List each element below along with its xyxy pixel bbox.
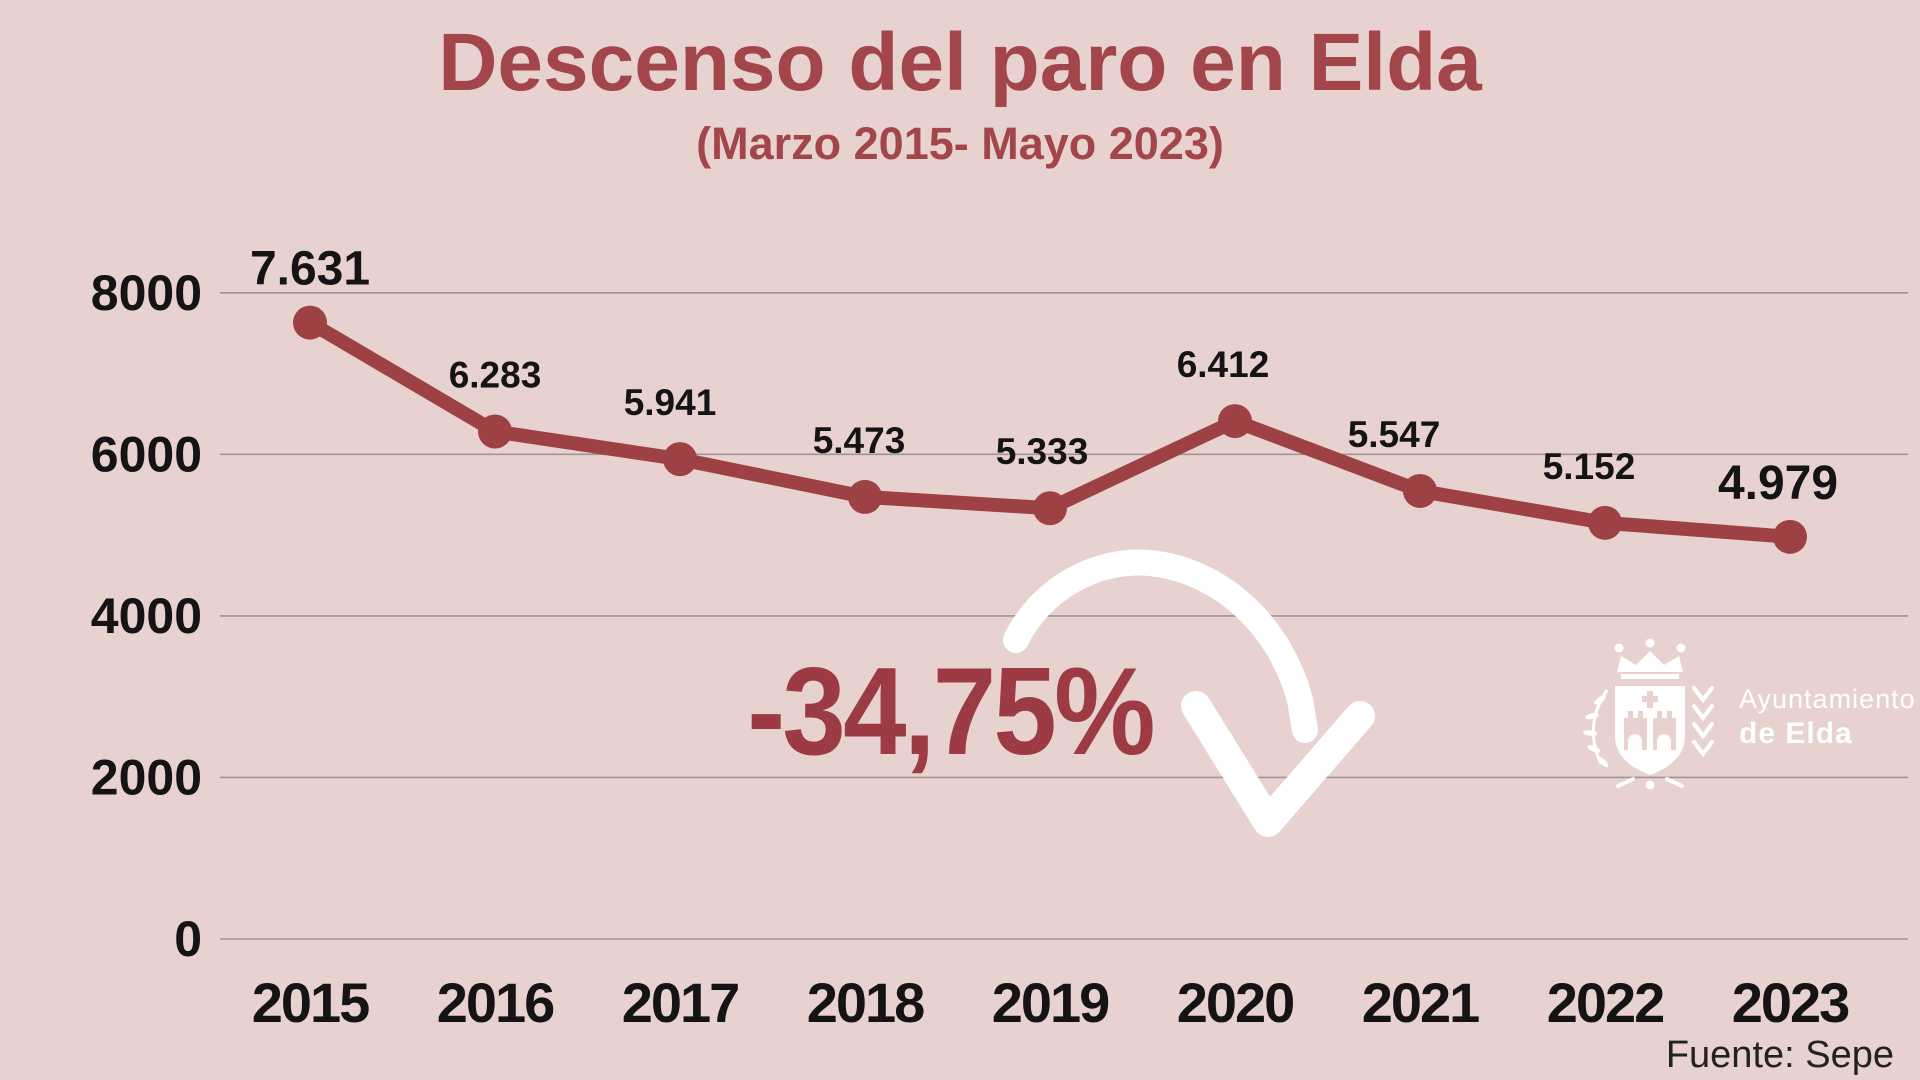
source-caption: Fuente: Sepe <box>1665 1034 1894 1076</box>
chart-subtitle: (Marzo 2015- Mayo 2023) <box>696 118 1224 170</box>
y-axis-tick-label: 2000 <box>91 749 202 805</box>
data-point-label: 5.152 <box>1543 446 1636 487</box>
data-point <box>1218 404 1252 439</box>
data-point-label: 6.412 <box>1177 344 1270 385</box>
x-axis-tick-label: 2018 <box>807 971 924 1034</box>
data-point <box>1403 473 1437 508</box>
y-axis-tick-label: 4000 <box>91 588 202 644</box>
x-axis-tick-label: 2022 <box>1547 971 1664 1034</box>
y-axis-tick-label: 8000 <box>91 265 202 321</box>
y-axis-tick-label: 0 <box>174 911 202 967</box>
x-axis-tick-label: 2023 <box>1732 971 1849 1034</box>
x-axis-tick-label: 2021 <box>1362 971 1479 1034</box>
x-axis-tick-label: 2015 <box>252 971 369 1034</box>
data-point <box>848 479 882 514</box>
x-axis-tick-label: 2016 <box>437 971 554 1034</box>
data-point-label: 5.941 <box>624 382 717 423</box>
chart-title: Descenso del paro en Elda <box>438 17 1482 108</box>
x-axis-tick-label: 2017 <box>622 971 739 1034</box>
data-point <box>1033 491 1067 526</box>
chart-header: Descenso del paro en Elda (Marzo 2015- M… <box>0 17 1920 170</box>
x-axis-tick-label: 2020 <box>1177 971 1294 1034</box>
logo-text-line2: de Elda <box>1739 716 1853 750</box>
data-point-label: 5.547 <box>1348 414 1441 455</box>
data-point <box>478 414 512 449</box>
x-axis-tick-label: 2019 <box>992 971 1109 1034</box>
data-point <box>1588 505 1622 540</box>
logo-text-line1: Ayuntamiento <box>1739 683 1916 714</box>
data-point-label: 7.631 <box>250 243 370 296</box>
data-point-label: 5.473 <box>813 420 906 461</box>
down-arrow-icon <box>1003 549 1375 837</box>
elda-coat-of-arms-icon <box>1583 638 1714 790</box>
y-axis-tick-label: 6000 <box>91 426 202 482</box>
data-point-label: 5.333 <box>996 431 1089 472</box>
data-point-label: 4.979 <box>1718 457 1838 510</box>
data-point <box>1773 519 1807 554</box>
data-point <box>663 442 697 477</box>
percent-annotation: -34,75% <box>747 643 1155 781</box>
data-point <box>293 305 327 340</box>
data-point-label: 6.283 <box>449 354 542 395</box>
elda-logo: Ayuntamiento de Elda <box>1575 638 1916 796</box>
